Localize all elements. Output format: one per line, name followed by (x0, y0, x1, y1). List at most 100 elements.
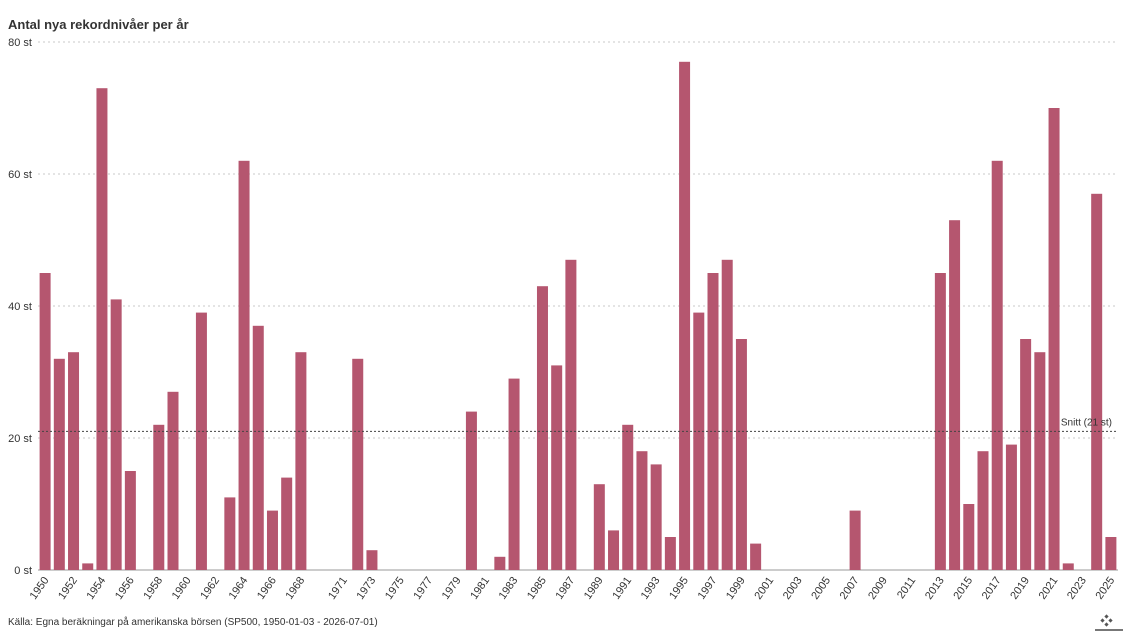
bar-1951 (53, 358, 65, 570)
bar-1994 (664, 537, 676, 570)
bar-1956 (124, 471, 136, 570)
x-tick-label: 2023 (1065, 575, 1089, 602)
x-tick-label: 1981 (468, 575, 492, 602)
bar-1950 (39, 273, 51, 570)
source-note: Källa: Egna beräkningar på amerikanska b… (8, 617, 378, 628)
chart-title: Antal nya rekordnivåer per år (8, 17, 189, 32)
bar-1963 (224, 497, 236, 570)
x-tick-label: 2025 (1093, 575, 1117, 602)
bar-1986 (551, 365, 563, 570)
bar-1973 (366, 550, 378, 570)
bar-1968 (295, 352, 307, 570)
x-tick-label: 2013 (923, 575, 947, 602)
x-tick-label: 1960 (170, 575, 194, 602)
bar-1996 (693, 312, 705, 570)
x-tick-label: 1991 (610, 575, 634, 602)
bar-1954 (96, 88, 108, 570)
bar-1972 (352, 358, 364, 570)
x-tick-label: 1993 (639, 575, 663, 602)
x-tick-label: 1995 (667, 575, 691, 602)
bar-1961 (195, 312, 207, 570)
bars (39, 61, 1117, 571)
bar-2022 (1062, 563, 1074, 570)
x-tick-label: 1975 (383, 575, 407, 602)
bar-1958 (153, 424, 165, 570)
x-tick-label: 1987 (553, 575, 577, 602)
x-tick-label: 1989 (582, 575, 606, 602)
x-tick-label: 1950 (28, 575, 52, 602)
bar-1967 (281, 477, 293, 570)
x-tick-label: 1958 (141, 575, 165, 602)
bar-2013 (934, 273, 946, 570)
x-tick-label: 1952 (56, 575, 80, 602)
bar-2021 (1048, 108, 1060, 570)
bar-2018 (1005, 444, 1017, 570)
bar-1990 (608, 530, 620, 570)
y-tick-label: 80 st (8, 37, 32, 49)
x-tick-label: 1979 (440, 575, 464, 602)
x-tick-label: 2011 (895, 575, 918, 601)
x-tick-label: 1999 (724, 575, 748, 602)
bar-2019 (1020, 339, 1032, 570)
bar-1959 (167, 391, 179, 570)
bar-2016 (977, 451, 989, 570)
x-tick-label: 2015 (951, 575, 975, 602)
bar-2007 (849, 510, 861, 570)
x-tick-label: 1973 (355, 575, 379, 602)
x-tick-label: 2009 (866, 575, 890, 602)
x-tick-label: 1971 (326, 575, 350, 602)
bar-2014 (949, 220, 961, 570)
bar-1966 (266, 510, 278, 570)
y-tick-label: 20 st (8, 433, 32, 445)
bar-2020 (1034, 352, 1046, 570)
x-tick-label: 1956 (113, 575, 137, 602)
y-axis-ticks: 0 st 20 st 40 st 60 st 80 st (8, 37, 32, 577)
bar-1965 (252, 325, 264, 570)
bar-2015 (963, 504, 975, 570)
x-tick-label: 1964 (227, 575, 251, 602)
company-logo-icon (1095, 614, 1123, 631)
bar-1980 (465, 411, 477, 570)
x-tick-label: 1977 (411, 575, 435, 602)
x-tick-label: 2001 (752, 575, 776, 602)
bar-1997 (707, 273, 719, 570)
x-tick-label: 1968 (283, 575, 307, 602)
bar-1953 (82, 563, 94, 570)
bar-2025 (1105, 537, 1117, 570)
bar-1955 (110, 299, 122, 570)
x-tick-label: 2007 (838, 575, 862, 602)
bar-1998 (721, 259, 733, 570)
x-tick-label: 1985 (525, 575, 549, 602)
bar-1991 (622, 424, 634, 570)
x-tick-label: 2005 (809, 575, 833, 602)
bar-2017 (991, 160, 1003, 571)
bar-1952 (68, 352, 80, 570)
bar-1985 (536, 286, 548, 570)
x-tick-label: 2021 (1037, 575, 1061, 602)
x-tick-label: 1954 (85, 575, 109, 602)
bar-1995 (679, 61, 691, 571)
bar-2000 (750, 543, 762, 570)
bar-1964 (238, 160, 250, 571)
x-axis-ticks: 1950 1952 1954 1956 1958 1960 1962 1964 1966 1968… (28, 575, 1118, 602)
y-tick-label: 40 st (8, 301, 32, 313)
x-tick-label: 1983 (497, 575, 521, 602)
y-tick-label: 0 st (14, 565, 32, 577)
x-tick-label: 1962 (198, 575, 222, 602)
bar-1987 (565, 259, 577, 570)
bar-2024 (1091, 193, 1103, 571)
x-tick-label: 2019 (1008, 575, 1032, 602)
bar-1992 (636, 451, 648, 570)
x-tick-label: 1966 (255, 575, 279, 602)
y-tick-label: 60 st (8, 169, 32, 181)
x-tick-label: 1997 (696, 575, 720, 602)
bar-1982 (494, 556, 506, 570)
x-tick-label: 2003 (781, 575, 805, 602)
bar-1989 (593, 484, 605, 570)
bar-1993 (650, 464, 662, 570)
bar-1999 (735, 339, 747, 570)
x-tick-label: 2017 (980, 575, 1004, 602)
bar-1983 (508, 378, 520, 570)
average-line-group: Snitt (21 st) (38, 417, 1118, 432)
